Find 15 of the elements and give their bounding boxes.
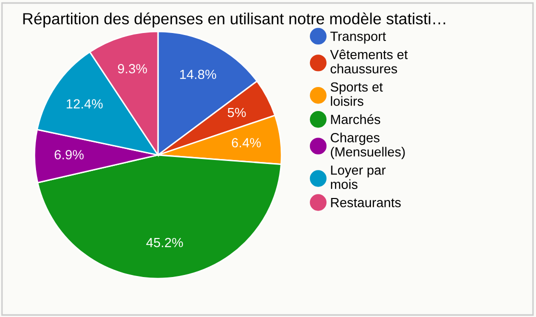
data-label: 6.9% <box>54 150 84 160</box>
legend-label: Loyer par mois <box>330 166 386 190</box>
data-label: 45.2% <box>146 238 183 248</box>
data-label: 6.4% <box>232 138 261 148</box>
legend-label: Vêtements et chaussures <box>330 49 408 74</box>
legend-label: Transport <box>330 32 386 44</box>
data-label: 14.8% <box>180 70 216 80</box>
legend-label: Charges (Mensuelles) <box>330 132 405 160</box>
data-label: 9.3% <box>118 64 147 74</box>
legend-label: Restaurants <box>331 198 401 208</box>
chart-title: Répartition des dépenses en utilisant notre modèle statisti… <box>23 12 446 28</box>
data-label: 12.4% <box>66 99 103 108</box>
legend-label: Sports et loisirs <box>330 82 383 106</box>
data-label: 5% <box>228 108 246 118</box>
legend-label: Marchés <box>331 114 380 124</box>
